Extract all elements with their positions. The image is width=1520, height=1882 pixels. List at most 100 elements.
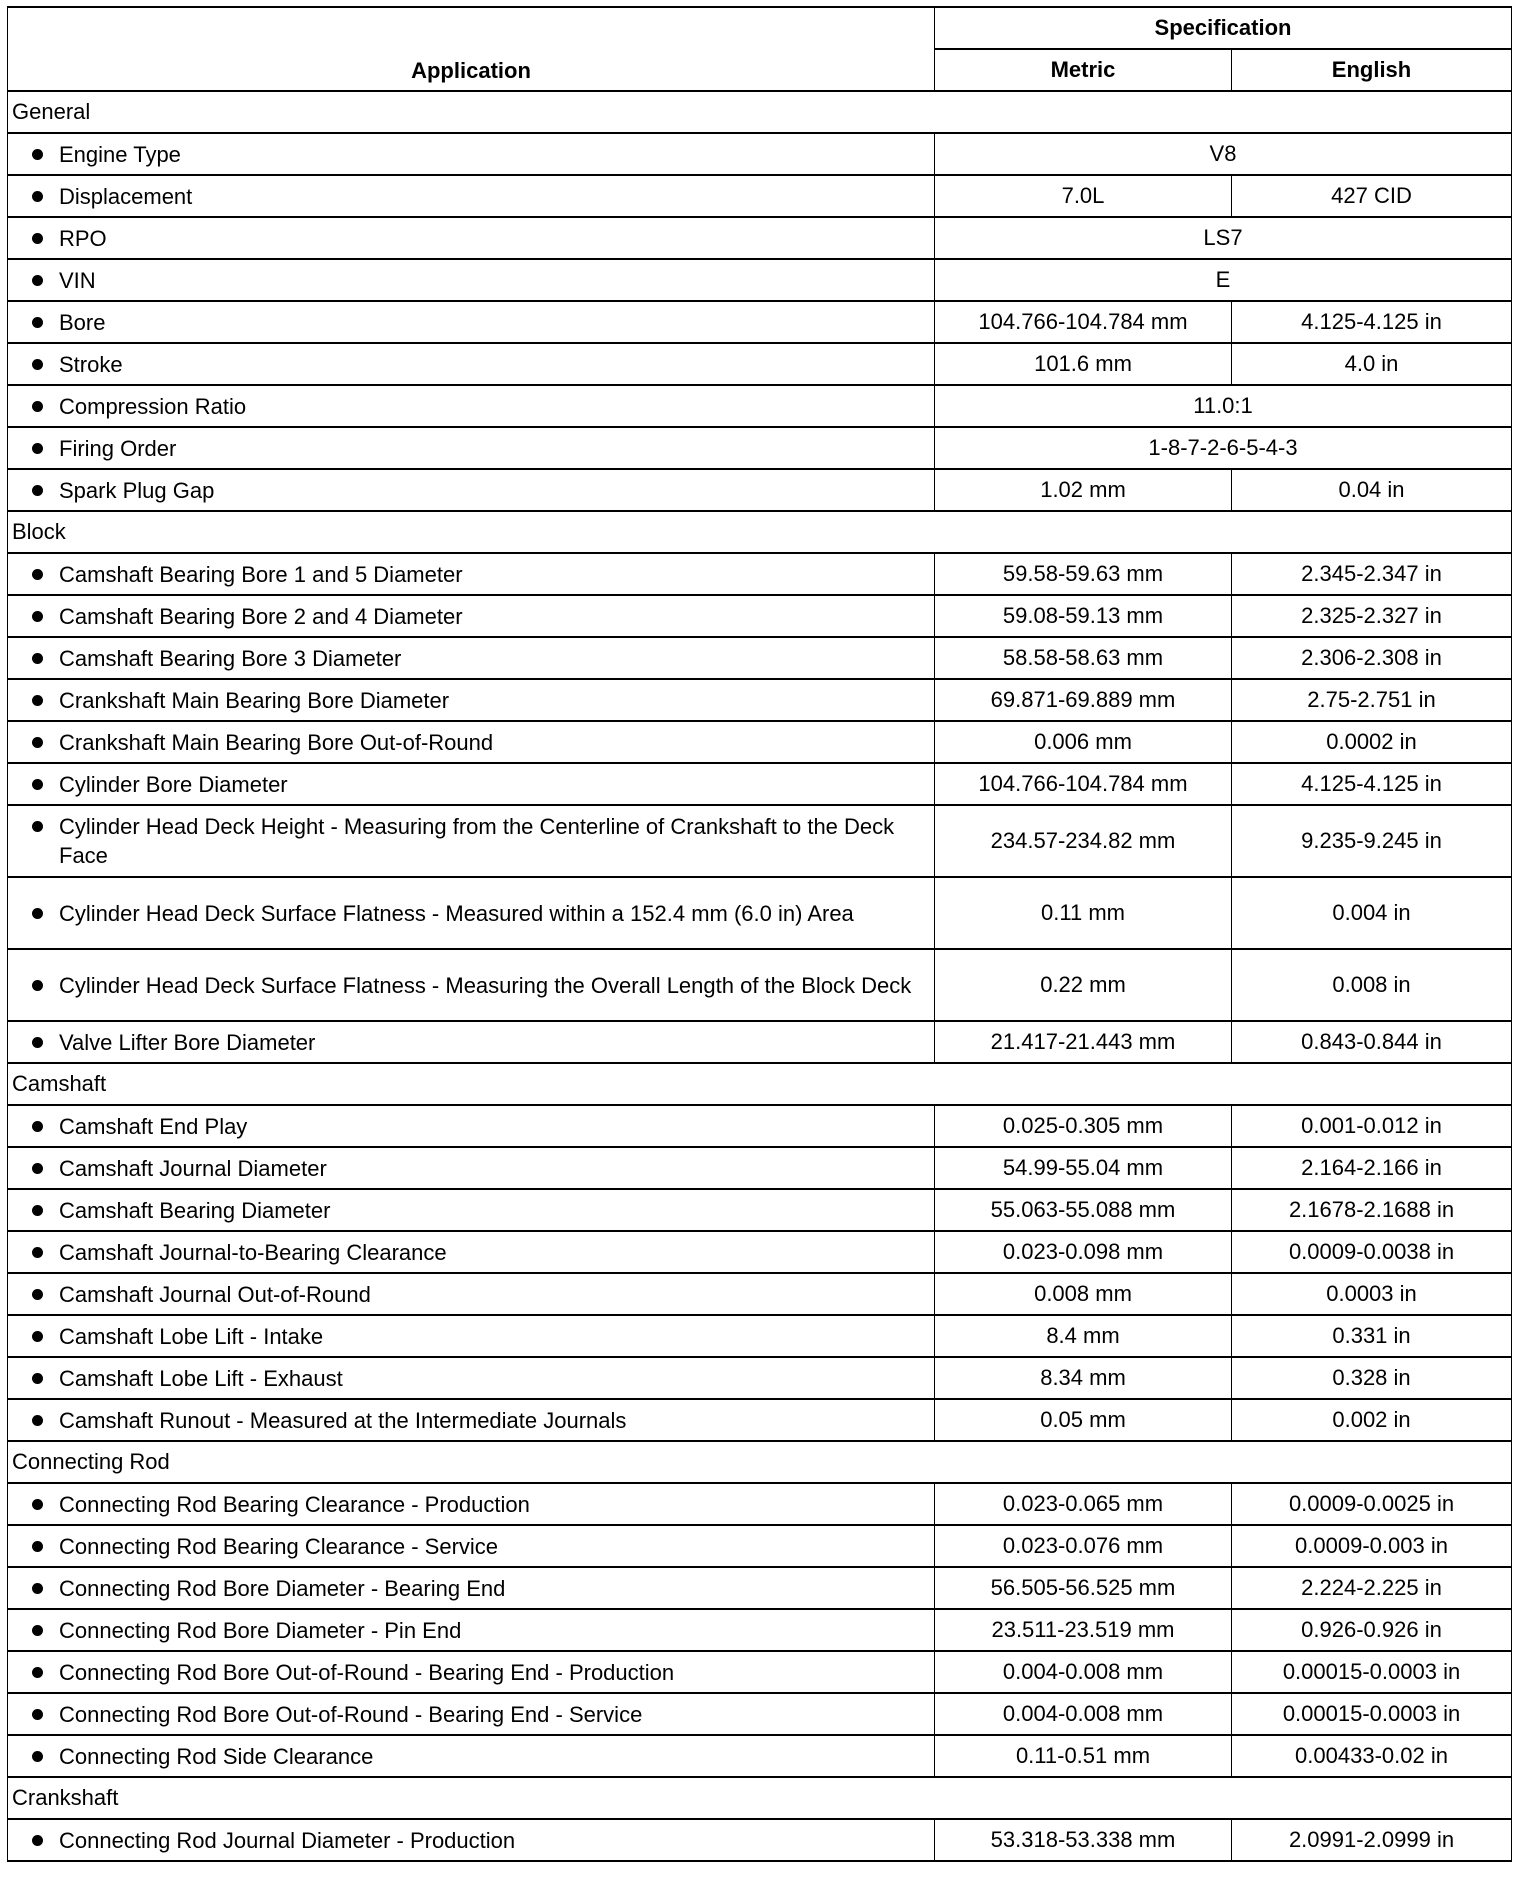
table-row: Stroke 101.6 mm 4.0 in	[7, 342, 1513, 386]
application-cell: Bore	[7, 300, 935, 344]
bullet-icon	[32, 610, 43, 622]
table-row: Connecting Rod Side Clearance 0.11-0.51 m…	[7, 1734, 1513, 1778]
english-value: 2.306-2.308 in	[1230, 636, 1513, 680]
application-label: Firing Order	[59, 435, 177, 461]
metric-value: 55.063-55.088 mm	[934, 1188, 1232, 1232]
application-cell: Spark Plug Gap	[7, 468, 935, 512]
table-row: Camshaft End Play 0.025-0.305 mm 0.001-0.0…	[7, 1104, 1513, 1148]
application-label: Cylinder Head Deck Height - Measuring fr…	[59, 814, 895, 868]
table-row: Connecting Rod Bearing Clearance - Servi…	[7, 1524, 1513, 1568]
section-title: Camshaft	[6, 1062, 1513, 1106]
application-label: Spark Plug Gap	[59, 477, 215, 503]
application-cell: Camshaft Bearing Bore 2 and 4 Diameter	[7, 594, 935, 638]
table-row: Cylinder Head Deck Height - Measuring fr…	[7, 804, 1513, 878]
application-label: Camshaft Bearing Bore 1 and 5 Diameter	[59, 561, 463, 587]
application-label: Camshaft Bearing Diameter	[59, 1197, 331, 1223]
bullet-icon	[32, 1414, 43, 1426]
table-row: Connecting Rod Bore Out-of-Round - Beari…	[7, 1692, 1513, 1736]
english-value: 0.008 in	[1230, 948, 1513, 1022]
english-value: 2.1678-2.1688 in	[1230, 1188, 1513, 1232]
bullet-icon	[32, 232, 43, 244]
application-item: Connecting Rod Side Clearance	[28, 1742, 934, 1771]
application-cell: Crankshaft Main Bearing Bore Diameter	[7, 678, 935, 722]
spec-value: LS7	[933, 216, 1513, 260]
table-row: Camshaft Lobe Lift - Exhaust 8.34 mm 0.328…	[7, 1356, 1513, 1400]
header-application: Application	[7, 6, 935, 92]
bullet-icon	[32, 1288, 43, 1300]
application-label: Crankshaft Main Bearing Bore Out-of-Roun…	[59, 729, 494, 755]
table-row: Connecting Rod Journal Diameter - Produc…	[7, 1818, 1513, 1862]
english-value: 0.001-0.012 in	[1230, 1104, 1513, 1148]
spec-value: V8	[933, 132, 1513, 176]
application-item: Connecting Rod Bore Out-of-Round - Beari…	[28, 1658, 934, 1687]
application-label: Camshaft Journal Out-of-Round	[59, 1281, 371, 1307]
bullet-icon	[32, 190, 43, 202]
application-item: Crankshaft Main Bearing Bore Diameter	[28, 686, 934, 715]
application-item: Valve Lifter Bore Diameter	[28, 1028, 934, 1057]
application-cell: Connecting Rod Bore Diameter - Bearing E…	[7, 1566, 935, 1610]
spec-value: E	[933, 258, 1513, 302]
application-item: Camshaft Bearing Diameter	[28, 1196, 934, 1225]
metric-value: 8.34 mm	[934, 1356, 1232, 1400]
application-label: Camshaft Journal Diameter	[59, 1155, 327, 1181]
table-row: VIN E	[7, 258, 1513, 302]
application-label: Camshaft Runout - Measured at the Interm…	[59, 1407, 627, 1433]
application-item: Crankshaft Main Bearing Bore Out-of-Roun…	[28, 728, 934, 757]
bullet-icon	[32, 694, 43, 706]
application-item: Displacement	[28, 182, 934, 211]
application-cell: Camshaft End Play	[7, 1104, 935, 1148]
application-label: Camshaft Lobe Lift - Intake	[59, 1323, 324, 1349]
table-row: Connecting Rod Bearing Clearance - Produ…	[7, 1482, 1513, 1526]
bullet-icon	[32, 358, 43, 370]
application-cell: Stroke	[7, 342, 935, 386]
metric-value: 0.22 mm	[934, 948, 1232, 1022]
application-cell: Cylinder Bore Diameter	[7, 762, 935, 806]
metric-value: 0.023-0.065 mm	[934, 1482, 1232, 1526]
section-row: Camshaft	[6, 1062, 1513, 1106]
metric-value: 23.511-23.519 mm	[934, 1608, 1232, 1652]
bullet-icon	[32, 1834, 43, 1846]
english-value: 0.331 in	[1230, 1314, 1513, 1358]
english-value: 0.0009-0.003 in	[1230, 1524, 1513, 1568]
bullet-icon	[32, 1372, 43, 1384]
application-label: Camshaft Bearing Bore 2 and 4 Diameter	[59, 603, 463, 629]
table-row: Camshaft Bearing Bore 2 and 4 Diameter 59…	[7, 594, 1513, 638]
english-value: 2.325-2.327 in	[1230, 594, 1513, 638]
bullet-icon	[32, 1162, 43, 1174]
application-item: Camshaft Lobe Lift - Exhaust	[28, 1364, 934, 1393]
application-label: Cylinder Bore Diameter	[59, 771, 288, 797]
bullet-icon	[32, 1246, 43, 1258]
table-row: Camshaft Journal Diameter 54.99-55.04 mm 2…	[7, 1146, 1513, 1190]
metric-value: 0.004-0.008 mm	[934, 1692, 1232, 1736]
application-cell: Valve Lifter Bore Diameter	[7, 1020, 935, 1064]
application-item: Engine Type	[28, 140, 934, 169]
english-value: 0.0003 in	[1230, 1272, 1513, 1316]
metric-value: 0.025-0.305 mm	[934, 1104, 1232, 1148]
application-item: Cylinder Head Deck Height - Measuring fr…	[28, 812, 934, 870]
metric-value: 53.318-53.338 mm	[934, 1818, 1232, 1862]
application-item: Camshaft Journal Out-of-Round	[28, 1280, 934, 1309]
application-item: Camshaft End Play	[28, 1112, 934, 1141]
table-row: Camshaft Runout - Measured at the Interm…	[7, 1398, 1513, 1442]
english-value: 2.224-2.225 in	[1230, 1566, 1513, 1610]
application-label: Connecting Rod Bore Diameter - Pin End	[59, 1617, 462, 1643]
application-item: Connecting Rod Journal Diameter - Produc…	[28, 1826, 934, 1855]
application-cell: Connecting Rod Bore Out-of-Round - Beari…	[7, 1692, 935, 1736]
application-label: Compression Ratio	[59, 393, 247, 419]
english-value: 0.00015-0.0003 in	[1230, 1692, 1513, 1736]
bullet-icon	[32, 907, 43, 919]
english-value: 9.235-9.245 in	[1230, 804, 1513, 878]
application-cell: Compression Ratio	[7, 384, 935, 428]
english-value: 0.843-0.844 in	[1230, 1020, 1513, 1064]
application-cell: Camshaft Bearing Diameter	[7, 1188, 935, 1232]
english-value: 427 CID	[1230, 174, 1513, 218]
application-label: Engine Type	[59, 141, 181, 167]
table-row: Crankshaft Main Bearing Bore Out-of-Roun…	[7, 720, 1513, 764]
application-label: Stroke	[59, 351, 123, 377]
bullet-icon	[32, 274, 43, 286]
application-cell: Cylinder Head Deck Surface Flatness - Me…	[7, 948, 935, 1022]
application-cell: Connecting Rod Bearing Clearance - Servi…	[7, 1524, 935, 1568]
metric-value: 101.6 mm	[934, 342, 1232, 386]
application-item: Connecting Rod Bearing Clearance - Servi…	[28, 1532, 934, 1561]
application-cell: Cylinder Head Deck Surface Flatness - Me…	[7, 876, 935, 950]
